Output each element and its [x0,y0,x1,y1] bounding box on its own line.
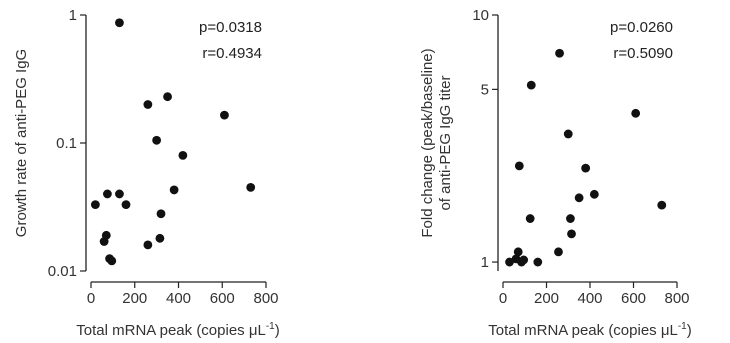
data-point [563,129,573,139]
x-axis-title-main: Total mRNA peak (copies μL [488,322,678,339]
data-points [505,48,667,267]
data-point [163,92,172,102]
y-axis-title: Growth rate of anti-PEG IgG [13,49,30,237]
data-point [513,247,523,257]
data-point [631,108,641,118]
data-point [555,48,564,58]
x-axis-title-sup: -1 [266,321,275,332]
x-axis-title: Total mRNA peak (copies μL-1) [488,321,691,339]
x-tick-label: 600 [210,290,235,307]
data-points [90,18,256,266]
data-point [103,189,112,199]
growth-rate-chart: 0.01 0.1 1 0 200 400 600 800 p=0.0318 r=0.4934… [13,7,280,339]
r-value-annotation: r=0.5090 [613,45,673,62]
data-point [115,18,124,28]
data-point [107,256,117,266]
x-axis-title-sup: -1 [678,321,687,332]
data-point [525,214,535,223]
data-point [574,193,584,203]
y-axis-title: Fold change (peak/baseline) [419,48,436,237]
p-value-annotation: p=0.0260 [610,19,673,36]
x-axis-title-close: ) [275,322,280,339]
x-axis-title: Total mRNA peak (copies μL-1) [76,321,279,339]
data-point [90,200,100,210]
data-point [505,257,514,267]
x-axis-title-main: Total mRNA peak (copies μL [76,322,266,339]
data-point [156,209,166,219]
x-tick-label: 200 [534,290,559,307]
x-tick-label: 0 [87,290,95,307]
data-point [121,200,131,210]
p-value-annotation: p=0.0318 [199,19,262,36]
x-tick-label: 600 [621,290,646,307]
data-point [246,182,256,192]
data-point [526,80,536,90]
y-tick-label: 5 [481,81,489,98]
data-point [657,200,667,210]
data-point [567,229,576,239]
data-point [589,189,599,199]
x-tick-label: 800 [253,290,278,307]
r-value-annotation: r=0.4934 [202,45,262,62]
data-point [533,257,543,267]
y-tick-label: 1 [69,7,77,24]
x-axis-ticks: 0 200 400 600 800 [499,282,690,307]
y-axis-title-line2: of anti-PEG IgG titer [437,75,454,210]
x-tick-label: 200 [122,290,147,307]
y-tick-label: 1 [481,254,489,271]
data-point [169,185,179,195]
data-point [514,161,524,171]
data-point [115,189,124,199]
x-tick-label: 800 [664,290,689,307]
data-point [220,110,229,120]
data-point [152,135,162,145]
data-point [143,100,153,109]
data-point [143,240,153,250]
x-axis-ticks: 0 200 400 600 800 [87,282,279,307]
data-point [519,255,529,265]
x-tick-label: 400 [577,290,602,307]
y-tick-label: 0.01 [48,263,77,280]
x-tick-label: 400 [166,290,191,307]
x-axis-title-close: ) [687,322,692,339]
y-tick-label: 0.1 [56,135,77,152]
y-tick-label: 10 [472,7,489,24]
data-point [178,151,188,160]
data-point [554,247,563,257]
x-tick-label: 0 [499,290,507,307]
y-axis-ticks: 0.01 0.1 1 [48,7,86,280]
data-point [581,163,591,173]
data-point [101,230,111,240]
data-point [155,233,165,243]
data-point [566,214,575,223]
